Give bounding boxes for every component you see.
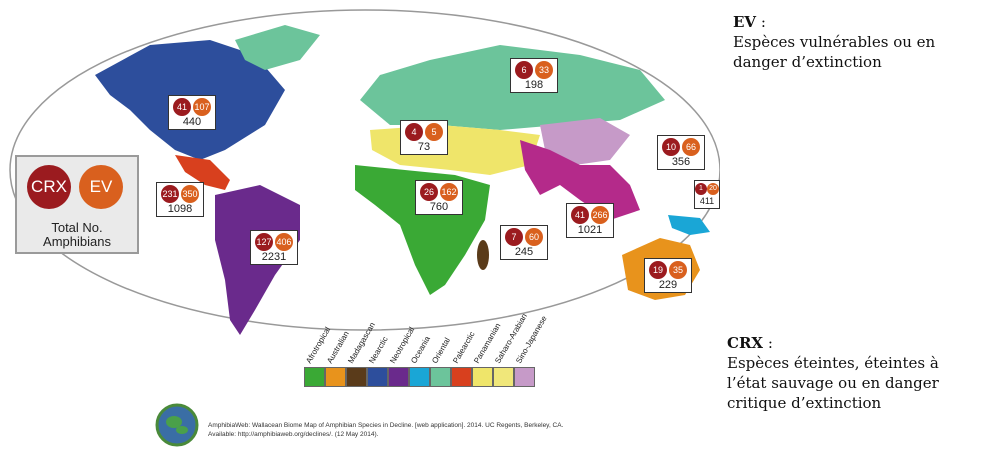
ev-count: 266 (591, 206, 609, 224)
swatch-australian (325, 367, 346, 387)
crx-heading: CRX (727, 334, 764, 352)
ev-line-1: Espèces vulnérables ou en (733, 33, 936, 51)
legend-total-line2: Amphibians (43, 234, 111, 249)
madagascan-region (477, 240, 489, 270)
total-count: 440 (182, 116, 202, 128)
region-box-afrotropical: 26 162 760 (415, 180, 463, 215)
ev-count: 20 (707, 183, 719, 195)
swatch-palearctic (451, 367, 472, 387)
region-box-nearctic: 41 107 440 (168, 95, 216, 130)
ev-line-2: danger d’extinction (733, 53, 882, 71)
legend-box: CRX EV Total No. Amphibians (15, 155, 139, 254)
swatch-madagascan (346, 367, 367, 387)
ev-definition: EV : Espèces vulnérables ou en danger d’… (733, 12, 935, 72)
swatch-oceania (409, 367, 430, 387)
ev-count: 162 (440, 183, 458, 201)
ev-count: 350 (181, 185, 199, 203)
region-box-australian: 19 35 229 (644, 258, 692, 293)
region-box-neotropical: 127 406 2231 (250, 230, 298, 265)
total-count: 73 (417, 141, 431, 153)
total-count: 229 (658, 279, 678, 291)
crx-count: 41 (571, 206, 589, 224)
region-box-sino-japanese: 10 66 356 (657, 135, 705, 170)
total-count: 1021 (577, 224, 603, 236)
crx-count: 26 (420, 183, 438, 201)
citation-line2: Available: http://amphibiaweb.org/declin… (208, 431, 379, 438)
ev-count: 35 (669, 261, 687, 279)
total-count: 356 (671, 156, 691, 168)
crx-colon: : (763, 334, 773, 352)
panamanian-region (175, 155, 230, 190)
oriental-region (520, 140, 640, 220)
swatch-neotropical (388, 367, 409, 387)
crx-line-2: l’état sauvage ou en danger (727, 374, 939, 392)
total-count: 245 (514, 246, 534, 258)
total-count: 411 (699, 196, 715, 206)
ev-count: 60 (525, 228, 543, 246)
citation-line1: AmphibiaWeb: Wallacean Biome Map of Amph… (208, 422, 564, 429)
legend-ev-circle: EV (79, 165, 123, 209)
crx-count: 4 (405, 123, 423, 141)
crx-line-3: critique d’extinction (727, 394, 882, 412)
region-box-madagascan: 7 60 245 (500, 225, 548, 260)
crx-count: 6 (515, 61, 533, 79)
crx-line-1: Espèces éteintes, éteintes à (727, 354, 939, 372)
crx-count: 1 (695, 183, 707, 195)
total-count: 2231 (261, 251, 287, 263)
region-box-palearctic: 6 33 198 (510, 58, 558, 93)
crx-count: 19 (649, 261, 667, 279)
swatch-oriental (430, 367, 451, 387)
ev-count: 5 (425, 123, 443, 141)
amphibiaweb-logo (155, 403, 199, 447)
ev-count: 107 (193, 98, 211, 116)
ev-count: 406 (275, 233, 293, 251)
crx-definition: CRX : Espèces éteintes, éteintes à l’éta… (727, 333, 939, 413)
total-count: 1098 (167, 203, 193, 215)
swatch-saharo-arabian (493, 367, 514, 387)
ev-colon: : (756, 13, 766, 31)
greenland-region (235, 25, 320, 70)
legend-total-line1: Total No. (51, 220, 103, 235)
crx-count: 231 (161, 185, 179, 203)
swatch-afrotropical (304, 367, 325, 387)
region-box-panamanian: 231 350 1098 (156, 182, 204, 217)
crx-count: 10 (662, 138, 680, 156)
oceania-region (668, 215, 710, 235)
crx-count: 7 (505, 228, 523, 246)
crx-count: 41 (173, 98, 191, 116)
total-count: 198 (524, 79, 544, 91)
swatch-panamanian (472, 367, 493, 387)
swatch-sino-japanese (514, 367, 535, 387)
ev-count: 66 (682, 138, 700, 156)
legend-crx-circle: CRX (27, 165, 71, 209)
ev-heading: EV (733, 13, 757, 31)
total-count: 760 (429, 201, 449, 213)
crx-count: 127 (255, 233, 273, 251)
sino-japanese-region (540, 118, 630, 165)
region-box-oriental: 41 266 1021 (566, 203, 614, 238)
ev-count: 33 (535, 61, 553, 79)
swatch-nearctic (367, 367, 388, 387)
region-box-oceania: 1 20 411 (694, 180, 720, 209)
